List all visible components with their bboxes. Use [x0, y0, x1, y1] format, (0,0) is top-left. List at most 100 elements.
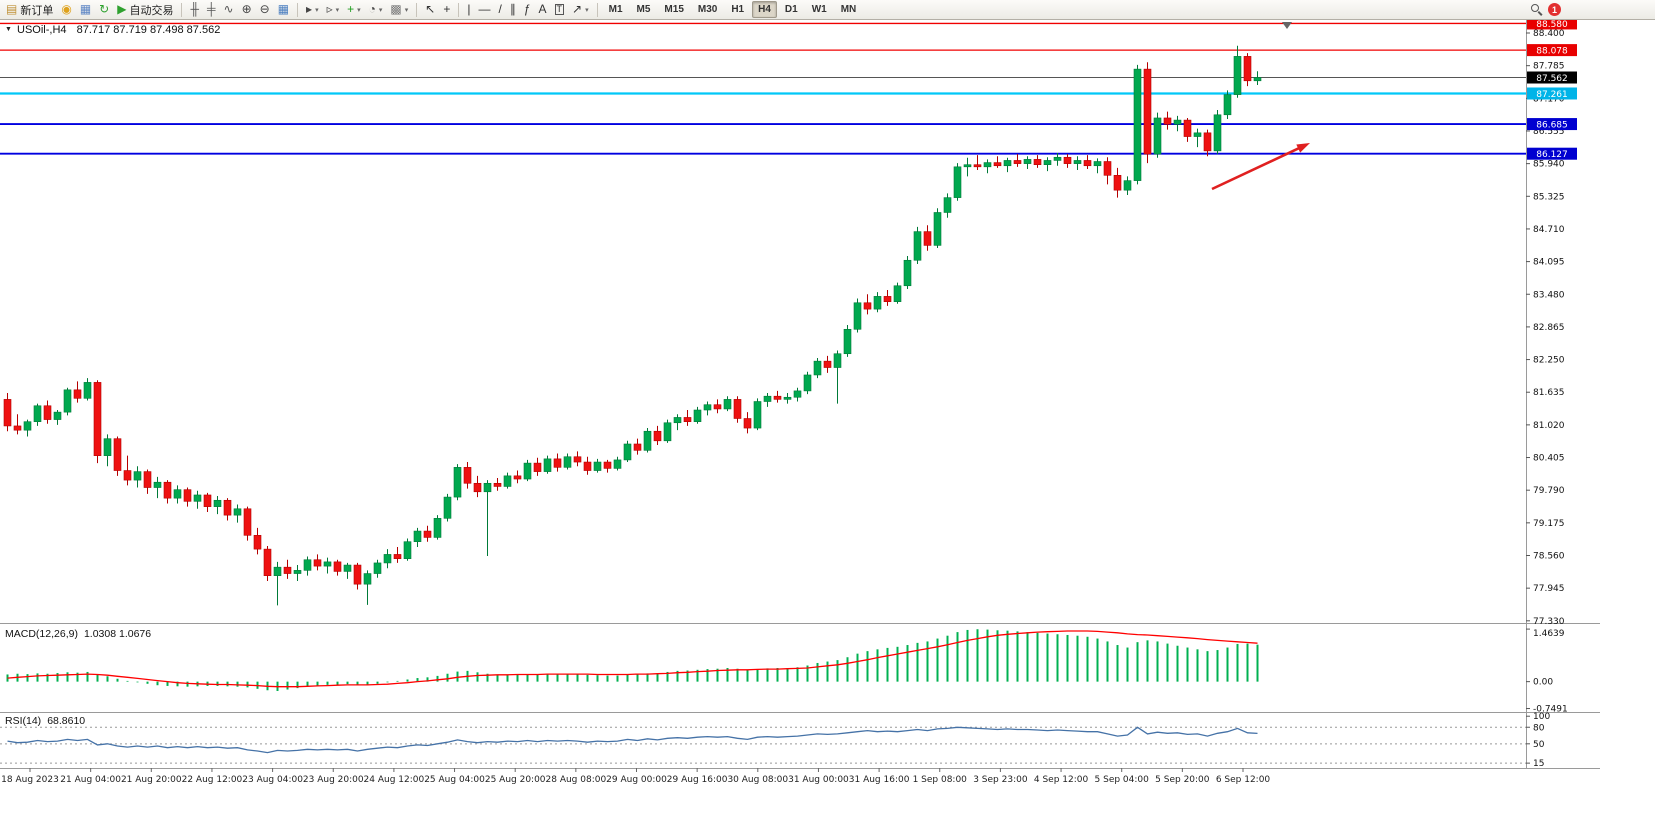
favorites-button[interactable]: ◉ [58, 1, 74, 18]
timeframe-m15-button[interactable]: M15 [658, 1, 689, 18]
svg-text:80.405: 80.405 [1533, 454, 1565, 464]
workspace-button[interactable]: ▦ [77, 1, 94, 18]
crosshair-button[interactable]: + [440, 1, 453, 18]
auto-scroll-icon: ▸ [306, 2, 313, 16]
svg-text:88.400: 88.400 [1533, 29, 1565, 39]
svg-text:23 Aug 20:00: 23 Aug 20:00 [303, 775, 364, 785]
svg-text:82.865: 82.865 [1533, 323, 1565, 333]
new-order-icon: ▤ [6, 2, 18, 16]
svg-text:81.020: 81.020 [1533, 421, 1565, 431]
timeframe-m1-button[interactable]: M1 [603, 1, 629, 18]
svg-text:79.175: 79.175 [1533, 519, 1565, 529]
svg-text:84.095: 84.095 [1533, 258, 1565, 268]
dropdown-caret-icon: ▾ [585, 6, 589, 14]
toolbar-separator [596, 2, 598, 17]
periods-button[interactable]: ◔ ▾ [366, 1, 386, 18]
zoom-out-button[interactable]: ⊖ [257, 1, 273, 18]
toolbar: ▤ 新订单 ◉ ▦ ↻ ▶ 自动交易 ╫ ╪ ∿ ⊕ ⊖ ▦ ▸ ▾ ▹ ▾ + ▾ ◔ ▾ ▩ ▾ ↖ + | — / ∥ ƒ A T ↗ ▾ M… [0, 0, 1655, 20]
crosshair-icon: + [443, 2, 451, 16]
search-icon [1531, 3, 1544, 16]
svg-text:88.580: 88.580 [1536, 20, 1568, 30]
svg-text:5 Sep 20:00: 5 Sep 20:00 [1155, 775, 1210, 785]
channel-button[interactable]: ∥ [507, 1, 519, 18]
zoom-in-icon: ⊕ [241, 2, 252, 16]
svg-text:4 Sep 12:00: 4 Sep 12:00 [1034, 775, 1089, 785]
arrows-button[interactable]: ↗ ▾ [569, 1, 592, 18]
text-button[interactable]: A [536, 1, 550, 18]
svg-text:3 Sep 23:00: 3 Sep 23:00 [973, 775, 1028, 785]
window-icon: ▦ [79, 2, 92, 16]
zoom-in-button[interactable]: ⊕ [239, 1, 255, 18]
svg-text:50: 50 [1533, 740, 1545, 750]
arrow-annotation[interactable] [1211, 143, 1310, 191]
new-order-button[interactable]: ▤ 新订单 [3, 1, 56, 18]
vertical-line-button[interactable]: | [464, 1, 473, 18]
tile-windows-icon: ▦ [277, 2, 290, 16]
svg-text:21 Aug 20:00: 21 Aug 20:00 [121, 775, 182, 785]
dropdown-caret-icon: ▾ [357, 6, 361, 14]
new-order-button-label: 新订单 [20, 4, 54, 17]
arrow-styles-icon: ↗ [572, 2, 583, 16]
trendline-button[interactable]: / [495, 1, 504, 18]
svg-text:5 Sep 04:00: 5 Sep 04:00 [1095, 775, 1150, 785]
fibonacci-button[interactable]: ƒ [521, 1, 534, 18]
svg-text:87.261: 87.261 [1536, 90, 1568, 100]
svg-text:1.4639: 1.4639 [1533, 629, 1565, 639]
svg-text:25 Aug 20:00: 25 Aug 20:00 [485, 775, 546, 785]
svg-text:78.560: 78.560 [1533, 551, 1565, 561]
tile-windows-button[interactable]: ▦ [275, 1, 292, 18]
timeframe-h4-button[interactable]: H4 [752, 1, 777, 18]
time-axis[interactable]: 18 Aug 2023 21 Aug 04:00 21 Aug 20:00 22 Au… [1, 768, 1270, 785]
svg-text:0.00: 0.00 [1533, 678, 1553, 688]
notification-badge[interactable]: 1 [1548, 3, 1561, 16]
trendline-icon: / [498, 2, 502, 16]
timeframe-w1-button[interactable]: W1 [806, 1, 833, 18]
horizontal-level-lines[interactable] [0, 22, 1526, 155]
chart-shift-marker[interactable] [1282, 22, 1292, 29]
cursor-button[interactable]: ↖ [422, 1, 438, 18]
dropdown-caret-icon: ▾ [378, 6, 383, 14]
candlestick-chart-button[interactable]: ╪ [204, 1, 219, 18]
svg-text:25 Aug 04:00: 25 Aug 04:00 [424, 775, 485, 785]
templates-button[interactable]: ▩ ▾ [387, 1, 411, 18]
timeframe-mn-button[interactable]: MN [835, 1, 863, 18]
svg-text:80: 80 [1533, 723, 1545, 733]
svg-text:31 Aug 00:00: 31 Aug 00:00 [788, 775, 849, 785]
timeframe-d1-button[interactable]: D1 [779, 1, 804, 18]
timeframe-h1-button[interactable]: H1 [725, 1, 750, 18]
timeframe-m30-button[interactable]: M30 [692, 1, 723, 18]
svg-text:28 Aug 08:00: 28 Aug 08:00 [546, 775, 607, 785]
toolbar-separator [458, 2, 460, 17]
svg-text:81.635: 81.635 [1533, 388, 1565, 398]
refresh-icon: ↻ [99, 2, 110, 16]
auto-trading-button[interactable]: ▶ 自动交易 [114, 1, 176, 18]
price-axis[interactable]: 88.40087.78587.17086.55585.94085.32584.7… [1526, 17, 1577, 627]
auto-scroll-button[interactable]: ▸ ▾ [303, 1, 322, 18]
search-button[interactable] [1528, 1, 1547, 18]
svg-text:100: 100 [1533, 712, 1550, 722]
price-level-label: 88.078 [1527, 44, 1577, 57]
svg-text:30 Aug 08:00: 30 Aug 08:00 [727, 775, 788, 785]
text-label-icon: T [554, 4, 565, 15]
svg-text:86.685: 86.685 [1536, 121, 1568, 131]
horizontal-line-button[interactable]: — [475, 1, 493, 18]
timeframe-m5-button[interactable]: M5 [631, 1, 657, 18]
svg-text:24 Aug 12:00: 24 Aug 12:00 [364, 775, 425, 785]
line-chart-button[interactable]: ∿ [221, 1, 237, 18]
bar-chart-button[interactable]: ╫ [187, 1, 202, 18]
svg-text:85.325: 85.325 [1533, 192, 1565, 202]
auto-trading-button-label: 自动交易 [129, 4, 174, 17]
indicators-button[interactable]: + ▾ [344, 1, 364, 18]
text-label-button[interactable]: T [552, 1, 568, 18]
play-icon: ▶ [117, 2, 127, 16]
candlestick-icon: ╪ [206, 2, 216, 16]
cursor-icon: ↖ [425, 2, 436, 16]
toolbar-separator [297, 2, 299, 17]
price-level-label: 87.562 [1527, 71, 1577, 84]
refresh-button[interactable]: ↻ [96, 1, 112, 18]
svg-text:15: 15 [1533, 759, 1544, 769]
dropdown-caret-icon: ▾ [315, 6, 319, 14]
chart-shift-button[interactable]: ▹ ▾ [324, 1, 343, 18]
